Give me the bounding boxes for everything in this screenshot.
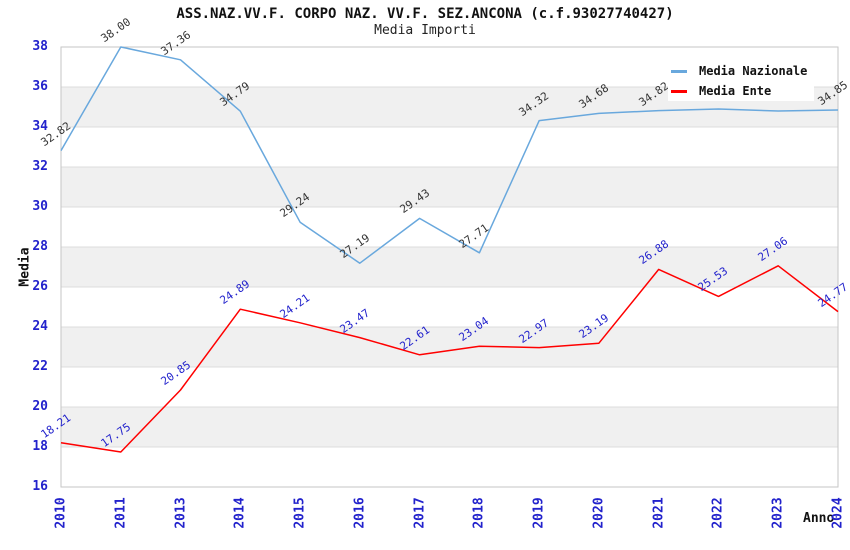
legend-box: Media Nazionale Media Ente	[668, 53, 814, 101]
legend-item-ente: Media Ente	[668, 81, 814, 101]
legend-swatch-nazionale	[671, 69, 687, 73]
x-axis-title: Anno	[803, 511, 835, 526]
legend-swatch-ente	[671, 89, 687, 93]
chart-title: ASS.NAZ.VV.F. CORPO NAZ. VV.F. SEZ.ANCON…	[176, 6, 674, 22]
legend-label-ente: Media Ente	[699, 84, 772, 98]
legend-item-nazionale: Media Nazionale	[668, 61, 814, 81]
chart-subtitle: Media Importi	[374, 23, 476, 38]
legend-label-nazionale: Media Nazionale	[699, 64, 808, 78]
